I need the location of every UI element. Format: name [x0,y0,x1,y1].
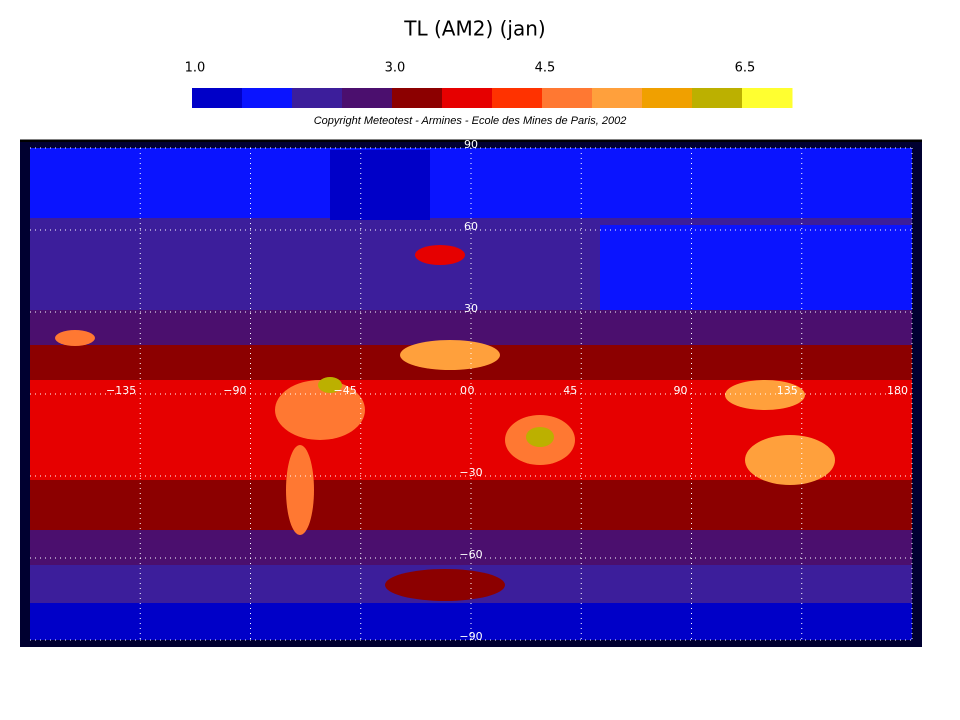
colorbar-box [742,88,793,108]
blob [400,340,500,370]
lat-label: 60 [464,220,478,233]
colorbar-box [692,88,743,108]
lat-label: −60 [459,548,482,561]
lat-label: −90 [459,630,482,643]
lat-label: 90 [464,138,478,151]
colorbar-box [192,88,243,108]
blob [415,245,465,265]
colorbar-box [392,88,443,108]
blob [318,377,342,393]
blob [725,380,805,410]
lon-label: −90 [223,384,246,397]
lat-label: −30 [459,466,482,479]
lon-label: 90 [674,384,688,397]
lat-label: 0 [468,384,475,397]
colorbar-tick-label: 3.0 [385,61,406,76]
colorbar-box [542,88,593,108]
colorbar-box [242,88,293,108]
blob [55,330,95,346]
band [330,150,430,220]
lon-label: −45 [334,384,357,397]
colorbar: 1.0 3.0 4.5 6.5 [185,61,793,108]
colorbar-box [492,88,543,108]
colorbar-box [592,88,643,108]
blob [385,569,505,601]
colorbar-box [642,88,693,108]
band [30,530,912,565]
lon-label: −135 [106,384,136,397]
blob [526,427,554,447]
colorbar-box [442,88,493,108]
lon-label: 135 [777,384,798,397]
blob [745,435,835,485]
band [600,225,912,310]
lon-label: 0 [460,384,467,397]
blob [286,445,314,535]
map-grid: −135 −90 −45 0 45 90 135 180 90 60 30 0 −30 −60 −90 [30,138,913,643]
lon-label: 180 [887,384,908,397]
title: TL (AM2) (jan) [403,17,545,41]
colorbar-box [342,88,393,108]
band [30,310,912,345]
colorbar-tick-label: 4.5 [535,61,556,76]
colorbar-tick-label: 6.5 [735,61,756,76]
copyright: Copyright Meteotest - Armines - Ecole de… [314,115,627,127]
lon-label: 45 [563,384,577,397]
band [30,480,912,530]
lat-label: 30 [464,302,478,315]
colorbar-box [292,88,343,108]
colorbar-tick-label: 1.0 [185,61,206,76]
blob [275,380,365,440]
